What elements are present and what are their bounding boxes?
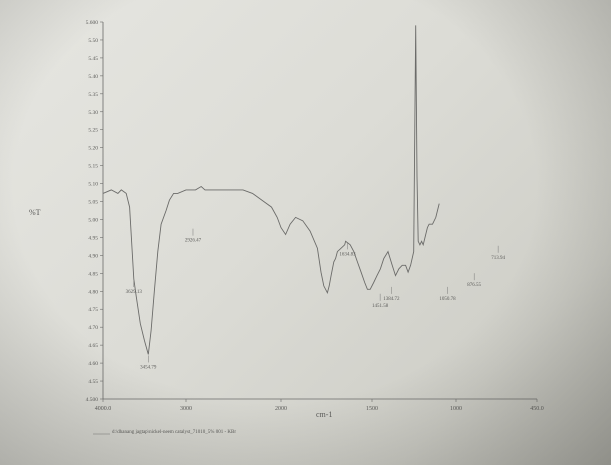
- spectrum-line: [102, 25, 440, 355]
- y-tick-label: 4.55: [88, 379, 98, 385]
- x-axis-label: cm-1: [316, 410, 332, 419]
- y-tick-label: 4.65: [88, 343, 98, 349]
- peak-label: 713.94: [491, 256, 505, 261]
- x-tick-label: 450.0: [530, 406, 544, 412]
- y-tick-label: 4.500: [86, 397, 99, 403]
- x-tick-label: 1500: [366, 406, 378, 412]
- y-tick-label: 4.95: [88, 235, 98, 241]
- y-tick-label: 4.70: [88, 325, 98, 331]
- peak-annotations: 3629.13 3454.79 2926.47 1634.83 1451.58 1384.…: [126, 228, 506, 370]
- peak-label: 2926.47: [185, 239, 202, 244]
- y-axis-label: %T: [29, 208, 41, 217]
- y-tick-label: 5.25: [88, 128, 98, 134]
- peak-label: 3454.79: [140, 365, 157, 370]
- y-axis-ticks: 4.500 4.55 4.60 4.65 4.70 4.75 4.80 4.85 4.90 4.9…: [86, 20, 103, 403]
- y-tick-label: 5.15: [88, 164, 98, 170]
- x-tick-label: 2000: [275, 406, 287, 412]
- y-tick-label: 5.05: [88, 200, 98, 206]
- y-tick-label: 5.10: [88, 182, 98, 188]
- y-tick-label: 5.40: [88, 74, 98, 80]
- y-tick-label: 5.35: [88, 92, 98, 98]
- x-tick-label: 3000: [180, 406, 192, 412]
- y-tick-label: 5.45: [88, 56, 98, 62]
- peak-label: 1451.58: [372, 304, 389, 309]
- y-tick-label: 5.20: [88, 146, 98, 152]
- x-axis-ticks: 4000.0 3000 2000 1500 1000 450.0: [95, 399, 544, 412]
- y-tick-label: 4.75: [88, 307, 98, 313]
- y-tick-label: 4.80: [88, 289, 98, 295]
- y-tick-label: 4.90: [88, 253, 98, 259]
- y-tick-label: 5.30: [88, 110, 98, 116]
- x-tick-label: 4000.0: [95, 406, 112, 412]
- y-tick-label: 5.50: [88, 38, 98, 44]
- x-tick-label: 1000: [450, 406, 462, 412]
- peak-label: 1634.83: [339, 252, 356, 257]
- y-tick-label: 4.60: [88, 361, 98, 367]
- file-path-footer: d:\dhanang jagtap\nickel-neem catalyst_7…: [112, 430, 236, 435]
- y-tick-label: 4.85: [88, 271, 98, 277]
- series-layer: [102, 25, 440, 355]
- peak-label: 876.55: [467, 283, 481, 288]
- peak-label: 1384.72: [383, 297, 400, 302]
- peak-label: 1050.78: [439, 297, 456, 302]
- peak-label: 3629.13: [126, 290, 143, 295]
- chart-axes: [102, 22, 537, 400]
- y-tick-label: 5.00: [88, 217, 98, 223]
- y-tick-label: 5.600: [86, 20, 99, 26]
